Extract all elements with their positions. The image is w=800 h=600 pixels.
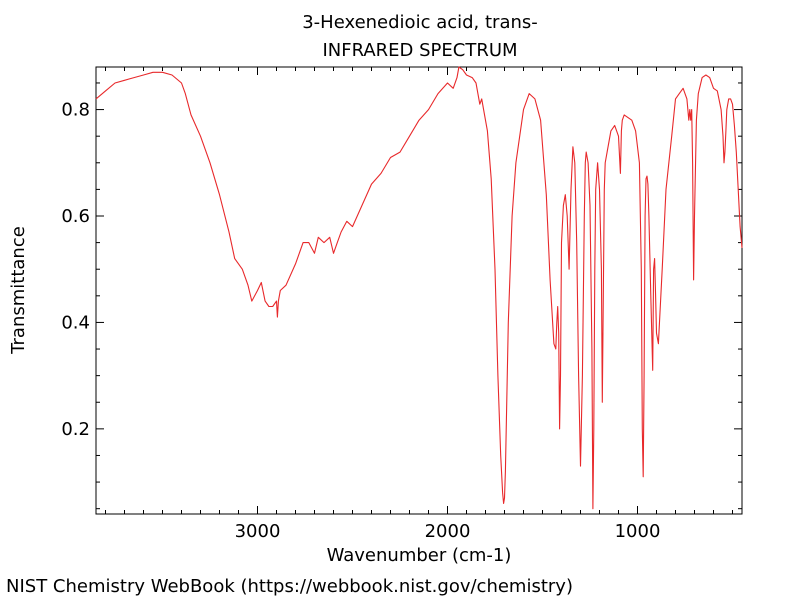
y-tick-label: 0.4 <box>61 312 90 333</box>
x-axis-label: Wavenumber (cm-1) <box>327 545 512 566</box>
chart-title: 3-Hexenedioic acid, trans- <box>302 12 538 33</box>
x-tick-label: 1000 <box>615 521 661 542</box>
x-tick-label: 2000 <box>425 521 471 542</box>
source-credit: NIST Chemistry WebBook (https://webbook.… <box>6 576 573 597</box>
spectrum-line <box>95 66 743 510</box>
y-tick-label: 0.8 <box>61 100 90 121</box>
y-axis-label: Transmittance <box>8 226 29 355</box>
chart-subtitle: INFRARED SPECTRUM <box>322 40 518 61</box>
y-tick-label: 0.2 <box>61 419 90 440</box>
axis-tick-labels: 3000 2000 1000 0.2 0.4 0.6 0.8 <box>61 100 660 542</box>
y-tick-label: 0.6 <box>61 206 90 227</box>
plot-frame <box>95 66 743 515</box>
x-tick-label: 3000 <box>235 521 281 542</box>
axis-ticks <box>96 67 742 514</box>
